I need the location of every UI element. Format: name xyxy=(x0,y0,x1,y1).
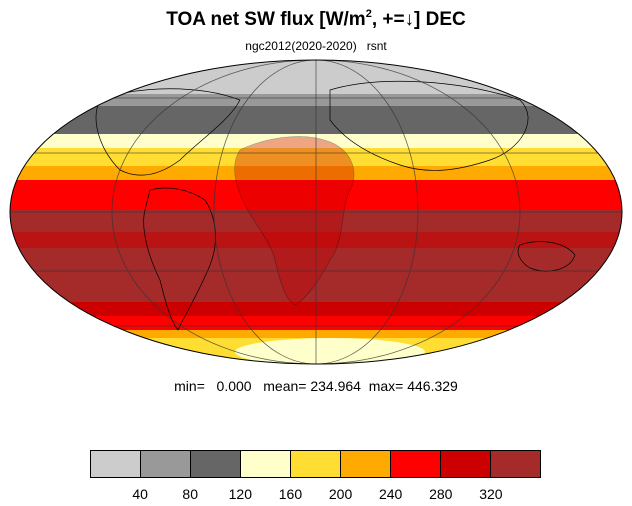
stats-line: min= 0.000 mean= 234.964 max= 446.329 xyxy=(174,378,458,394)
colorbar-swatch xyxy=(290,450,341,478)
colorbar-swatch xyxy=(90,450,141,478)
colorbar-swatch xyxy=(140,450,191,478)
colorbar-tick-label: 120 xyxy=(228,486,253,502)
colorbar-swatch xyxy=(190,450,241,478)
colorbar-tick-label: 200 xyxy=(328,486,353,502)
colorbar-swatch xyxy=(440,450,491,478)
map-title: TOA net SW flux [W/m2, +=↓] DEC xyxy=(166,8,466,30)
colorbar-tick-label: 80 xyxy=(182,486,199,502)
colorbar-tick-label: 240 xyxy=(378,486,403,502)
colorbar-swatch xyxy=(390,450,441,478)
flux-field xyxy=(10,60,622,364)
map-outline xyxy=(9,59,623,365)
colorbar-swatch xyxy=(240,450,291,478)
colorbar-swatch xyxy=(340,450,391,478)
map-subtitle: ngc2012(2020-2020) rsnt xyxy=(245,39,387,53)
colorbar-tick-label: 280 xyxy=(429,486,453,502)
colorbar-tick-label: 320 xyxy=(479,486,503,502)
colorbar-tick-label: 160 xyxy=(278,486,303,502)
colorbar xyxy=(90,450,541,478)
colorbar-tick-label: 40 xyxy=(132,486,148,502)
colorbar-swatch xyxy=(490,450,541,478)
